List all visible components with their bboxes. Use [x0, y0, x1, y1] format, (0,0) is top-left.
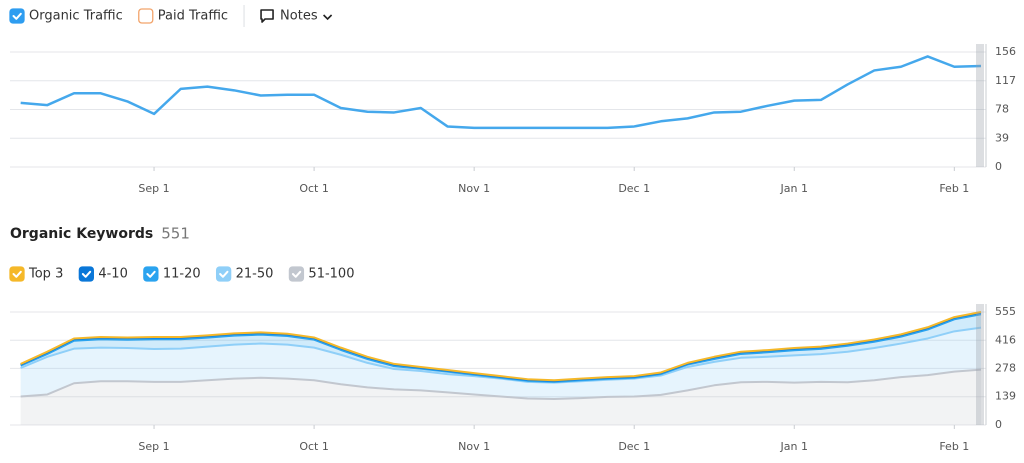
legend-label[interactable]: Top 3 [28, 267, 63, 282]
traffic-line [20, 55, 982, 130]
legend-checkbox[interactable] [78, 266, 94, 282]
section-title: Organic Keywords [10, 226, 153, 242]
legend-label[interactable]: 51-100 [308, 267, 354, 282]
x-tick-label: Oct 1 [299, 182, 329, 195]
x-tick-label: Nov 1 [458, 182, 490, 195]
check-mark [146, 270, 156, 278]
check-mark [219, 270, 229, 278]
toolbar-label[interactable]: Organic Traffic [29, 9, 123, 24]
hover-band [976, 304, 984, 425]
legend-checkbox[interactable] [215, 266, 232, 282]
legend-label[interactable]: 4-10 [98, 267, 128, 282]
y-tick-label: 416 [995, 333, 1016, 346]
toolbar-checkbox[interactable] [9, 8, 25, 24]
chevron[interactable] [323, 14, 333, 21]
keyword-line [20, 368, 982, 400]
keyword-area [20, 327, 981, 399]
section-total: 551 [161, 225, 190, 243]
legend-label[interactable]: 11-20 [163, 267, 201, 282]
y-tick-label: 139 [995, 390, 1016, 403]
x-tick-label: Feb 1 [939, 182, 969, 195]
legend-checkbox[interactable] [143, 266, 159, 282]
check-mark [12, 12, 22, 20]
check-mark [81, 270, 92, 278]
x-tick-label: Feb 1 [939, 440, 969, 453]
y-tick-label: 117 [995, 74, 1016, 87]
y-tick-label: 156 [995, 45, 1016, 58]
toolbar-label[interactable]: Paid Traffic [158, 9, 228, 24]
hover-band [976, 44, 984, 167]
legend-checkbox[interactable] [9, 266, 25, 282]
y-tick-label: 0 [995, 418, 1002, 431]
y-tick-label: 0 [995, 160, 1002, 173]
y-tick-label: 78 [995, 103, 1009, 116]
x-tick-label: Sep 1 [138, 182, 169, 195]
notes-label[interactable]: Notes [280, 9, 318, 24]
check-mark [291, 270, 302, 278]
notes-icon[interactable] [260, 9, 274, 23]
keyword-line [20, 311, 982, 382]
y-tick-label: 278 [995, 361, 1016, 374]
x-tick-label: Nov 1 [458, 440, 490, 453]
y-tick-label: 39 [995, 131, 1009, 144]
check-mark [12, 270, 22, 278]
y-tick-label: 555 [995, 305, 1016, 318]
toolbar-checkbox[interactable] [138, 8, 154, 24]
legend-label[interactable]: 21-50 [236, 267, 274, 282]
x-tick-label: Jan 1 [780, 182, 808, 195]
keyword-line [20, 313, 982, 383]
x-tick-label: Jan 1 [780, 440, 808, 453]
x-tick-label: Dec 1 [618, 182, 650, 195]
x-tick-label: Oct 1 [299, 440, 329, 453]
x-tick-label: Sep 1 [138, 440, 169, 453]
legend-checkbox[interactable] [288, 266, 305, 282]
x-tick-label: Dec 1 [618, 440, 650, 453]
